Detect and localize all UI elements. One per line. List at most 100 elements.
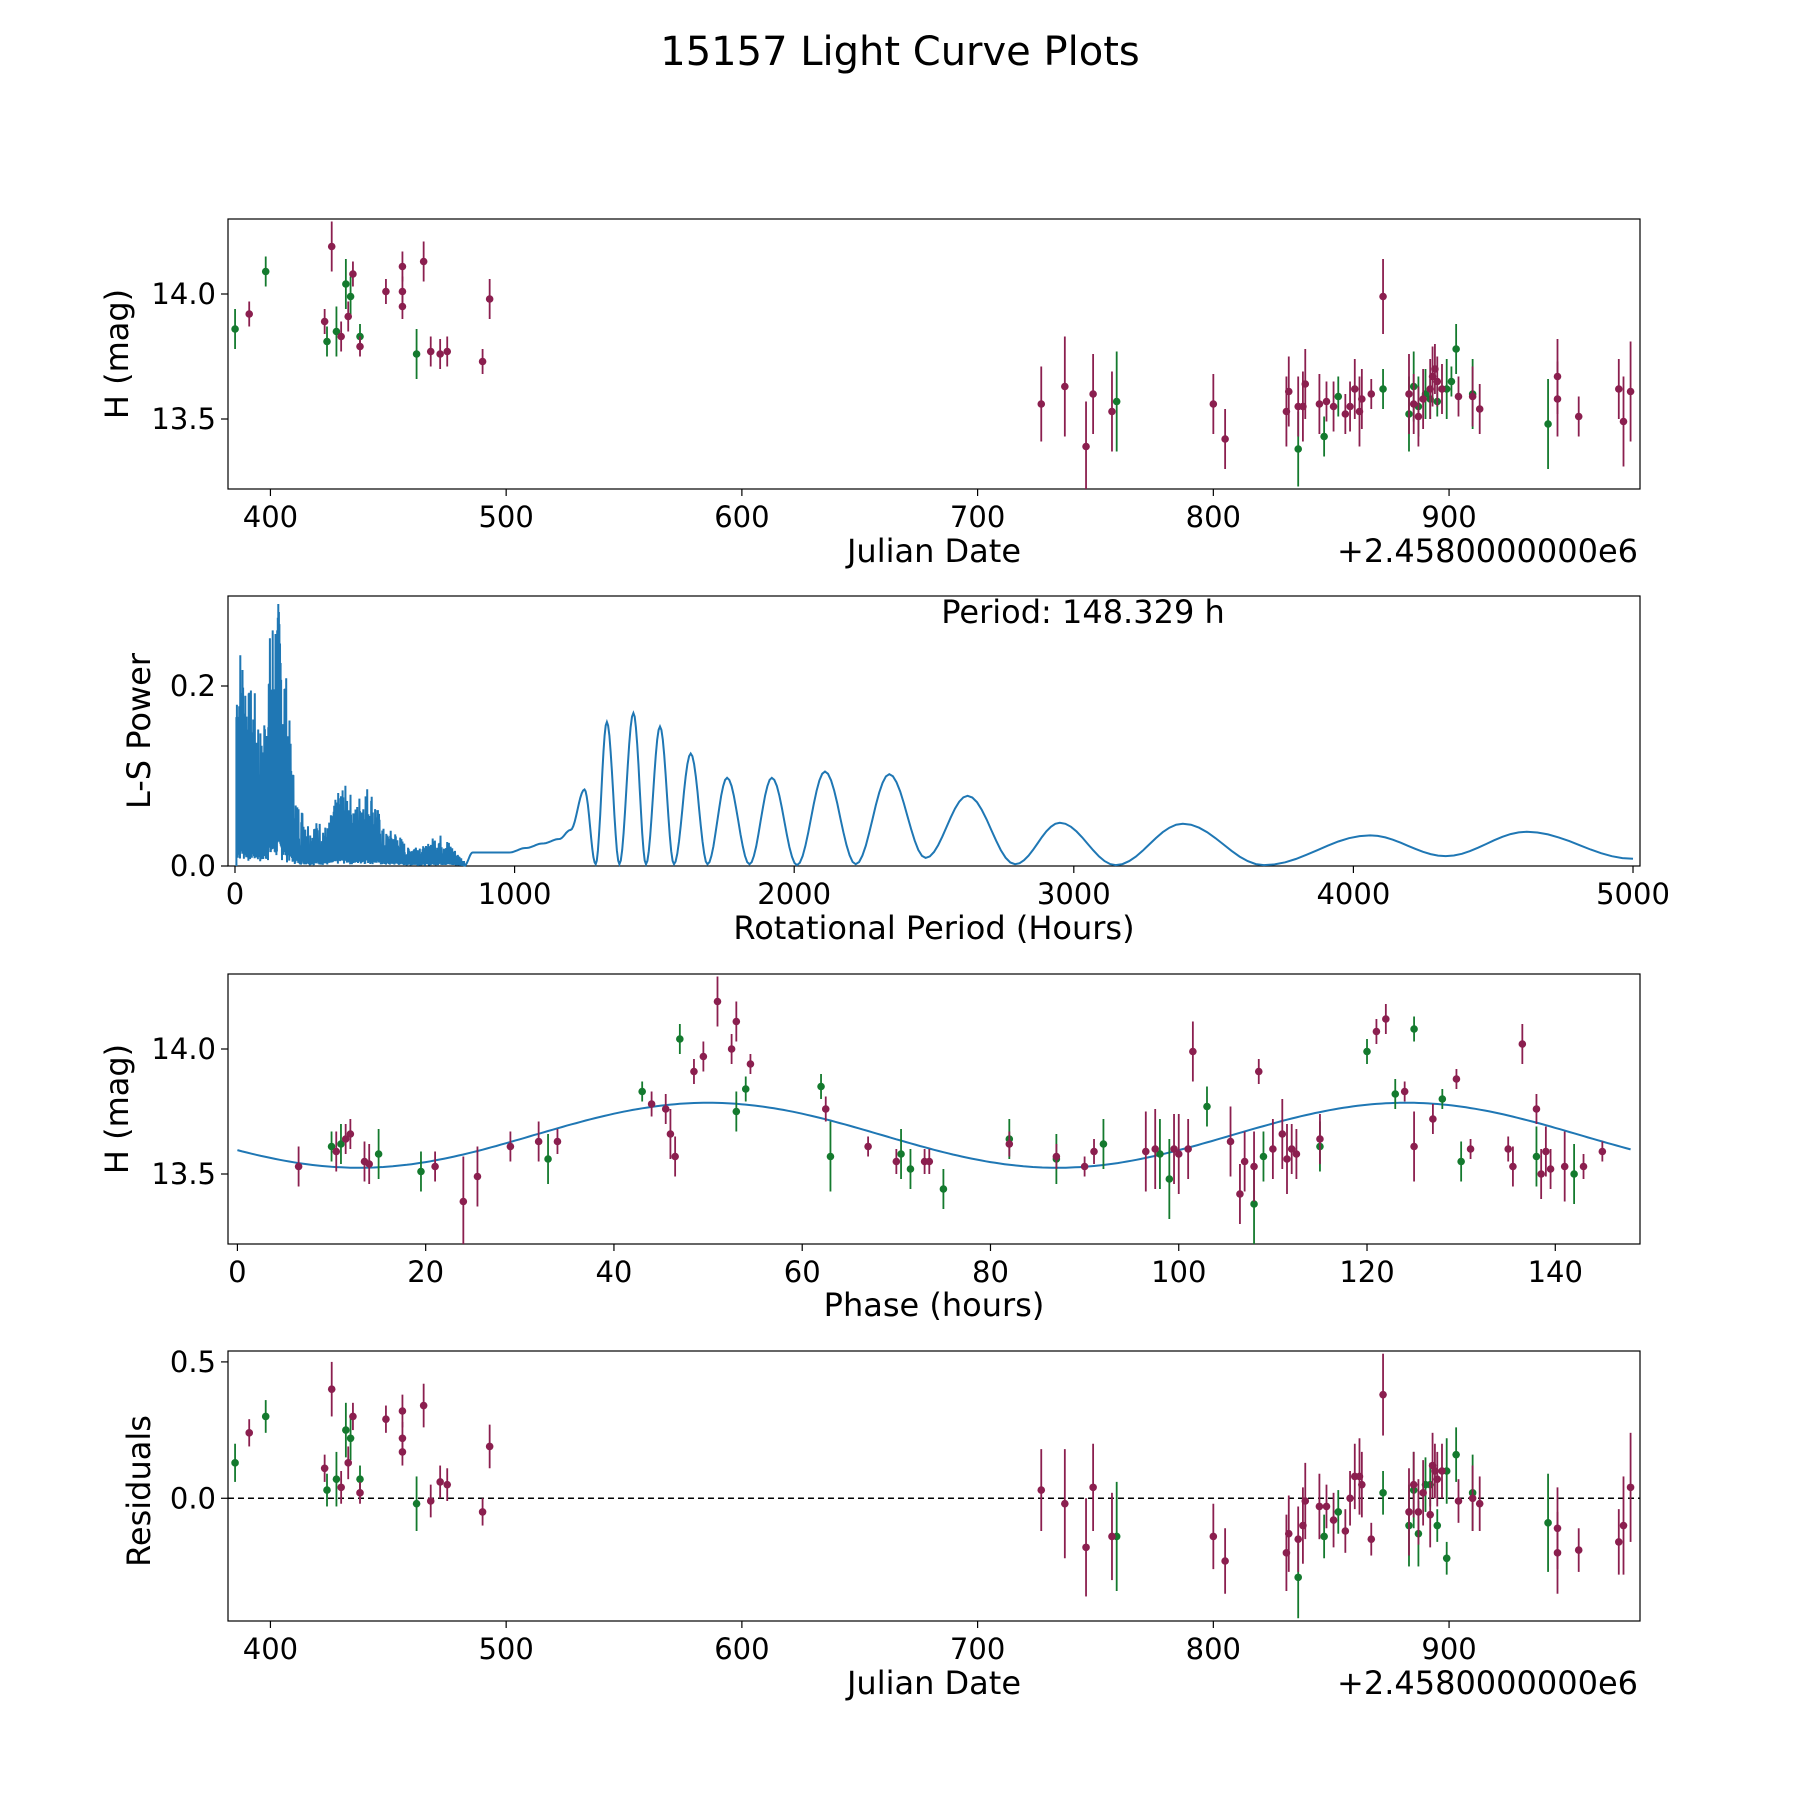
residuals-point-magenta: [1061, 1499, 1069, 1508]
residuals-point-green: [412, 1499, 421, 1508]
phased-point-green: [906, 1165, 915, 1173]
periodogram-xtick-label: 0: [226, 877, 244, 911]
residuals-xtick-label: 600: [714, 1632, 769, 1666]
residuals-point-green: [1452, 1450, 1460, 1459]
lightcurve-point-magenta: [349, 270, 357, 278]
residuals-point-magenta: [382, 1415, 390, 1423]
residuals-point-magenta: [1221, 1557, 1229, 1565]
residuals-ytick-label: 0.0: [170, 1481, 216, 1515]
phased-point-green: [1438, 1095, 1447, 1103]
phased-point-magenta: [1372, 1027, 1381, 1036]
lightcurve-point-magenta: [1367, 390, 1376, 398]
phased-point-magenta: [661, 1105, 670, 1113]
phased-point-green: [1570, 1170, 1578, 1178]
lightcurve-xtick-label: 400: [243, 500, 298, 534]
lightcurve-ylabel: H (mag): [98, 289, 136, 419]
phased-point-magenta: [431, 1162, 439, 1171]
residuals-point-magenta: [349, 1412, 357, 1421]
phased-point-magenta: [1400, 1087, 1409, 1096]
lightcurve-point-green: [1334, 392, 1343, 401]
residuals-point-magenta: [478, 1508, 487, 1516]
residuals-xlabel: Julian Date: [845, 1664, 1021, 1702]
residuals-point-magenta: [1553, 1549, 1562, 1557]
periodogram-xtick-label: 3000: [1037, 877, 1111, 911]
phased-xtick-label: 100: [1151, 1255, 1206, 1289]
phased-point-magenta: [365, 1160, 374, 1168]
residuals-point-magenta: [245, 1429, 254, 1437]
lightcurve-point-green: [261, 267, 270, 276]
lightcurve-point-magenta: [1433, 377, 1442, 386]
phased-point-magenta: [459, 1197, 468, 1206]
phased-point-magenta: [1287, 1145, 1296, 1153]
phased-xtick-label: 20: [407, 1255, 444, 1289]
lightcurve-point-magenta: [419, 257, 428, 266]
phased-point-green: [1532, 1152, 1541, 1161]
lightcurve-point-magenta: [1322, 397, 1331, 406]
phased-point-magenta: [1316, 1135, 1324, 1143]
phased-point-magenta: [1429, 1115, 1437, 1123]
panel-phased: 0 20 40 60 80 100 120 140 13.5 14.0 Phase (hours…: [98, 973, 1641, 1324]
lightcurve-point-green: [346, 292, 355, 301]
residuals-point-green: [1334, 1508, 1343, 1516]
residuals-point-magenta: [1405, 1508, 1413, 1516]
lightcurve-points: [231, 221, 1635, 489]
lightcurve-point-magenta: [1619, 417, 1628, 426]
lightcurve-point-green: [332, 327, 341, 336]
lightcurve-xtick-label: 700: [950, 500, 1005, 534]
lightcurve-point-magenta: [1553, 395, 1562, 403]
periodogram-curve: [235, 603, 1634, 868]
phased-point-magenta: [1509, 1162, 1517, 1171]
phased-xlabel: Phase (hours): [824, 1286, 1045, 1324]
phased-point-magenta: [671, 1152, 679, 1161]
residuals-axes-frame: [227, 1350, 1641, 1622]
lightcurve-point-magenta: [382, 287, 390, 296]
phased-point-magenta: [1005, 1140, 1014, 1148]
lightcurve-point-layer: [231, 221, 1635, 489]
phased-point-magenta: [1410, 1142, 1418, 1151]
residuals-point-magenta: [1315, 1502, 1324, 1511]
phased-point-magenta: [925, 1157, 934, 1166]
lightcurve-point-magenta: [337, 332, 345, 341]
lightcurve-point-magenta: [1358, 395, 1366, 403]
phased-point-magenta: [1250, 1162, 1258, 1171]
phased-point-green: [897, 1150, 905, 1158]
residuals-point-magenta: [1358, 1480, 1366, 1489]
residuals-point-green: [1379, 1489, 1387, 1497]
residuals-point-magenta: [1468, 1494, 1477, 1503]
phased-point-magenta: [1090, 1147, 1098, 1156]
phased-point-magenta: [1532, 1105, 1541, 1113]
lightcurve-point-magenta: [1414, 412, 1423, 421]
residuals-point-magenta: [1089, 1483, 1097, 1492]
residuals-point-magenta: [1367, 1535, 1376, 1543]
residuals-point-magenta: [356, 1489, 364, 1497]
lightcurve-point-magenta: [443, 347, 452, 356]
phased-point-green: [732, 1107, 741, 1116]
phased-point-green: [638, 1087, 646, 1096]
phased-points: [294, 976, 1607, 1244]
lightcurve-point-magenta: [1454, 392, 1463, 401]
lightcurve-point-green: [1320, 432, 1328, 441]
residuals-point-magenta: [1209, 1532, 1218, 1541]
lightcurve-point-magenta: [1082, 442, 1090, 451]
phased-point-green: [741, 1085, 750, 1093]
figure-title: 15157 Light Curve Plots: [660, 29, 1139, 75]
phased-point-magenta: [699, 1052, 708, 1061]
residuals-point-green: [332, 1475, 341, 1483]
lightcurve-point-magenta: [245, 310, 254, 318]
phased-point-magenta: [690, 1067, 698, 1076]
residuals-point-magenta: [327, 1385, 336, 1393]
residuals-ytick-label: 0.5: [170, 1345, 216, 1379]
phased-point-green: [1410, 1025, 1418, 1033]
lightcurve-point-magenta: [1468, 392, 1477, 401]
residuals-point-magenta: [1414, 1508, 1423, 1516]
phased-model-curve: [237, 1101, 1631, 1169]
residuals-xtick-label: 700: [950, 1632, 1005, 1666]
phased-point-green: [327, 1142, 336, 1151]
phased-point-magenta: [1240, 1157, 1249, 1166]
residuals-point-magenta: [337, 1483, 345, 1492]
residuals-point-magenta: [1294, 1535, 1302, 1543]
residuals-points: [231, 1353, 1635, 1619]
residuals-point-green: [231, 1459, 239, 1467]
residuals-point-magenta: [1574, 1546, 1583, 1554]
